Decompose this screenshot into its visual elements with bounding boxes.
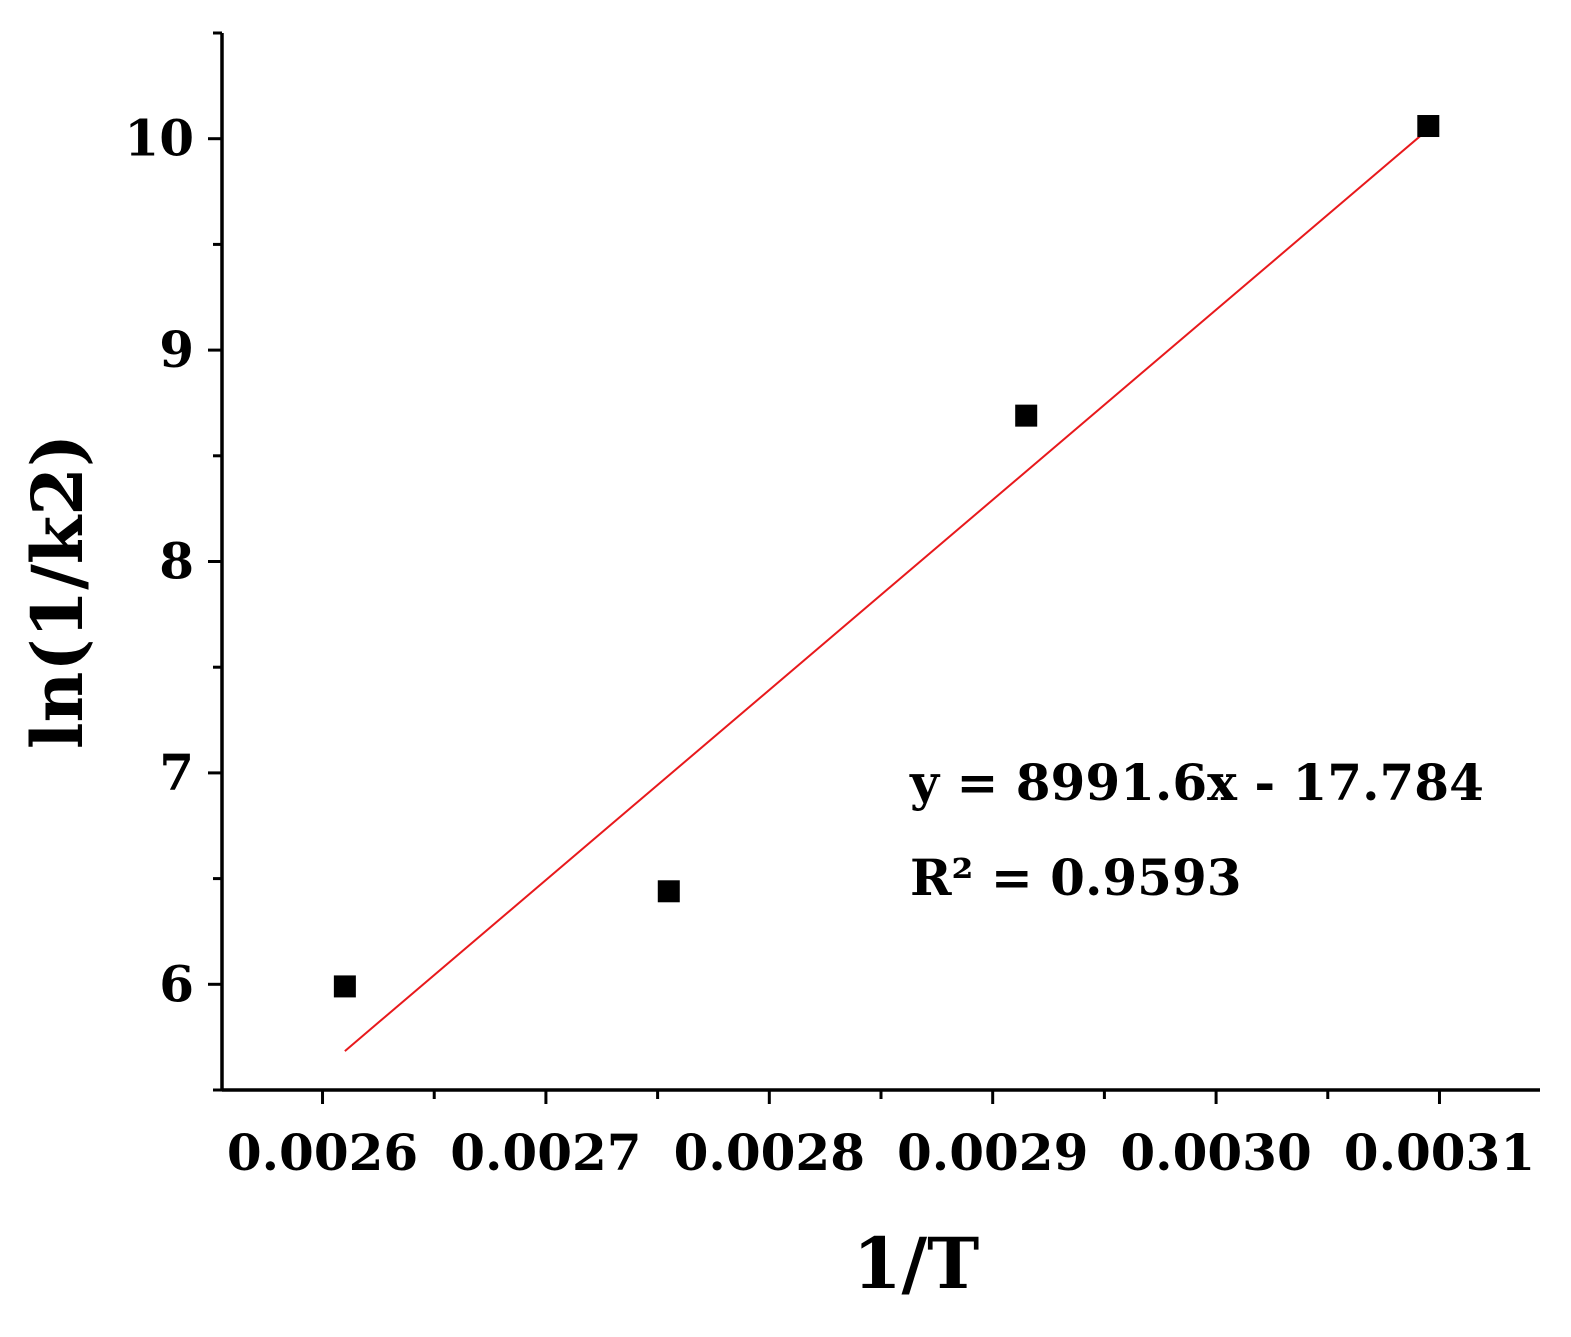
fit-line	[344, 128, 1429, 1052]
data-point	[1015, 404, 1038, 427]
x-tick-label: 0.0027	[450, 1123, 641, 1182]
axes	[220, 33, 1540, 1092]
x-tick-label: 0.0028	[674, 1123, 865, 1182]
data-point	[333, 975, 356, 998]
y-axis-title: ln(1/k2)	[16, 434, 99, 749]
r-squared-annotation: R² = 0.9593	[910, 848, 1242, 907]
x-tick-label: 0.0030	[1120, 1123, 1311, 1182]
data-point	[657, 880, 680, 903]
equation-annotation: y = 8991.6x - 17.784	[909, 753, 1484, 812]
x-axis-title: 1/T	[853, 1222, 979, 1305]
y-tick-label: 10	[124, 109, 194, 168]
x-tick-label: 0.0026	[227, 1123, 418, 1182]
data-points	[333, 115, 1440, 998]
x-tick-label: 0.0031	[1344, 1123, 1535, 1182]
y-tick-label: 6	[159, 954, 194, 1013]
ticks	[208, 31, 1441, 1104]
fit-line-group	[344, 128, 1429, 1052]
y-tick-label: 9	[159, 320, 194, 379]
x-tick-labels: 0.0026 0.0027 0.0028 0.0029 0.0030 0.0031	[227, 1123, 1535, 1182]
x-tick-label: 0.0029	[897, 1123, 1088, 1182]
data-point	[1417, 115, 1440, 138]
y-tick-labels: 6 7 8 9 10	[124, 109, 194, 1014]
y-tick-label: 8	[159, 532, 194, 591]
y-tick-label: 7	[159, 743, 194, 802]
